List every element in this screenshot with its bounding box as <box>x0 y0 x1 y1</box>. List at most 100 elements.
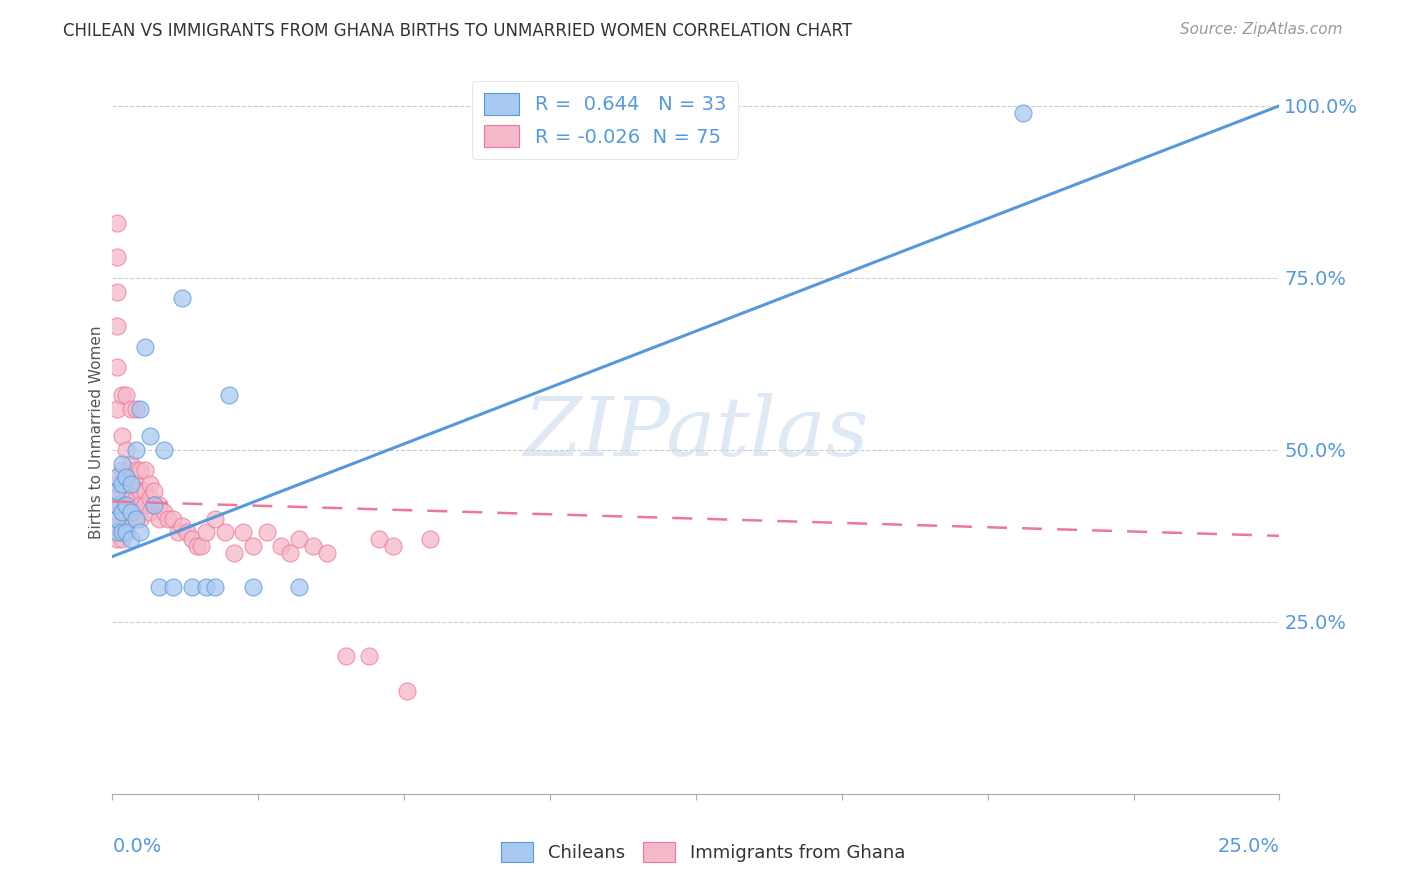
Point <box>139 477 162 491</box>
Point <box>180 533 202 547</box>
Point <box>172 292 194 306</box>
Point <box>134 498 156 512</box>
Point <box>180 581 202 595</box>
Point <box>395 683 418 698</box>
Point <box>120 505 142 519</box>
Point <box>190 539 212 553</box>
Point <box>153 442 176 457</box>
Point <box>105 484 128 499</box>
Point <box>105 498 128 512</box>
Point <box>105 518 128 533</box>
Point <box>105 285 128 299</box>
Point <box>302 539 325 553</box>
Text: ZIPatlas: ZIPatlas <box>523 392 869 473</box>
Point <box>120 477 142 491</box>
Text: CHILEAN VS IMMIGRANTS FROM GHANA BIRTHS TO UNMARRIED WOMEN CORRELATION CHART: CHILEAN VS IMMIGRANTS FROM GHANA BIRTHS … <box>63 22 852 40</box>
Point <box>111 505 134 519</box>
Point <box>105 525 128 540</box>
Point <box>125 401 148 416</box>
Point <box>148 581 170 595</box>
Point <box>1011 105 1033 120</box>
Point <box>115 388 138 402</box>
Point <box>125 491 148 505</box>
Point <box>111 525 134 540</box>
Point <box>232 525 254 540</box>
Point <box>105 511 128 525</box>
Legend: Chileans, Immigrants from Ghana: Chileans, Immigrants from Ghana <box>494 834 912 870</box>
Point <box>111 429 134 443</box>
Point <box>105 360 128 375</box>
Point <box>278 546 301 560</box>
Point <box>139 491 162 505</box>
Point <box>105 470 128 484</box>
Point <box>153 505 176 519</box>
Point <box>115 518 138 533</box>
Point <box>111 484 134 499</box>
Point <box>129 511 152 525</box>
Point <box>111 388 134 402</box>
Point <box>204 511 226 525</box>
Legend: R =  0.644   N = 33, R = -0.026  N = 75: R = 0.644 N = 33, R = -0.026 N = 75 <box>472 81 738 159</box>
Point <box>367 533 389 547</box>
Point <box>115 505 138 519</box>
Point <box>134 484 156 499</box>
Point <box>105 477 128 491</box>
Point <box>419 533 441 547</box>
Point <box>256 525 278 540</box>
Point <box>111 457 134 471</box>
Point <box>120 505 142 519</box>
Point <box>218 388 240 402</box>
Point <box>162 581 184 595</box>
Point <box>194 525 217 540</box>
Point <box>148 511 170 525</box>
Point <box>148 498 170 512</box>
Point <box>143 484 166 499</box>
Text: 25.0%: 25.0% <box>1218 838 1279 856</box>
Point <box>172 518 194 533</box>
Point <box>134 340 156 354</box>
Point <box>176 525 198 540</box>
Point <box>120 477 142 491</box>
Point <box>129 498 152 512</box>
Point <box>115 470 138 484</box>
Point <box>111 505 134 519</box>
Point <box>157 511 180 525</box>
Point <box>125 505 148 519</box>
Point <box>115 498 138 512</box>
Point <box>335 649 357 664</box>
Point <box>381 539 404 553</box>
Point <box>115 525 138 540</box>
Point <box>359 649 381 664</box>
Point <box>288 581 311 595</box>
Point <box>105 250 128 264</box>
Point <box>115 470 138 484</box>
Point <box>105 318 128 333</box>
Point <box>204 581 226 595</box>
Point <box>105 533 128 547</box>
Point <box>105 498 128 512</box>
Point <box>111 533 134 547</box>
Point <box>125 511 148 525</box>
Point <box>129 484 152 499</box>
Point <box>105 216 128 230</box>
Point <box>143 498 166 512</box>
Point <box>125 463 148 477</box>
Point <box>115 498 138 512</box>
Point <box>242 539 264 553</box>
Point <box>120 457 142 471</box>
Y-axis label: Births to Unmarried Women: Births to Unmarried Women <box>89 326 104 540</box>
Point <box>139 429 162 443</box>
Point <box>111 518 134 533</box>
Point <box>162 511 184 525</box>
Point <box>125 442 148 457</box>
Point <box>120 533 142 547</box>
Point <box>129 525 152 540</box>
Point <box>143 498 166 512</box>
Point <box>115 442 138 457</box>
Point <box>111 463 134 477</box>
Point <box>134 463 156 477</box>
Point <box>129 463 152 477</box>
Point <box>120 401 142 416</box>
Point <box>125 477 148 491</box>
Point <box>139 505 162 519</box>
